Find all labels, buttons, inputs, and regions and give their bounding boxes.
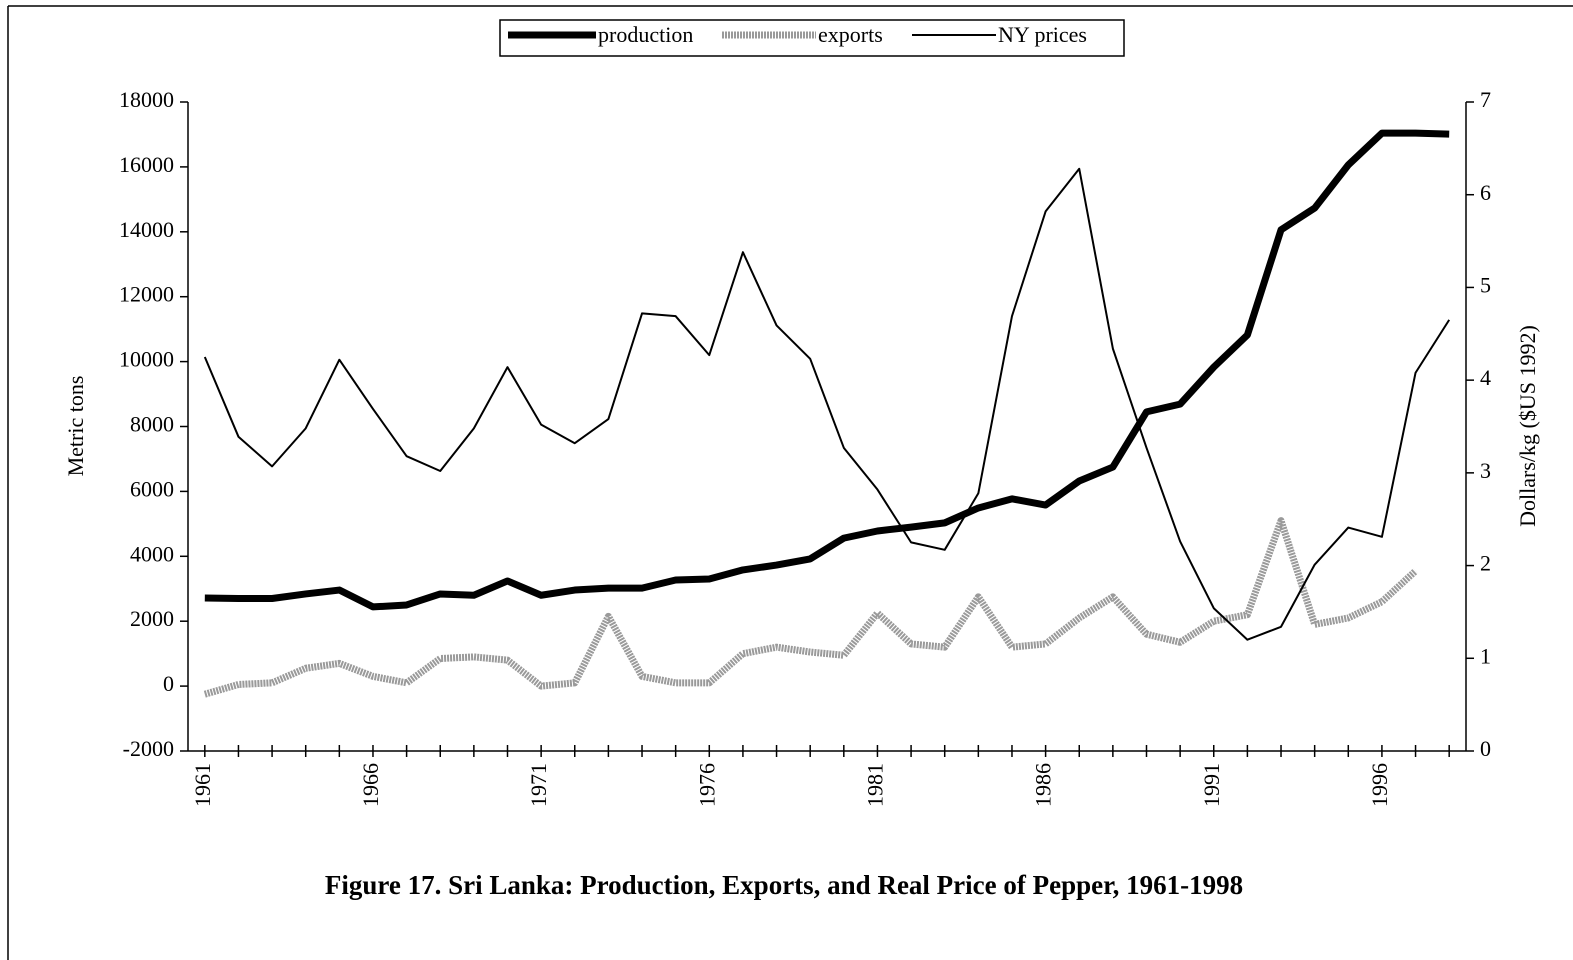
x-tick-label: 1991 [1199,763,1224,807]
y2-axis-label: Dollars/kg ($US 1992) [1515,325,1540,527]
legend-box [499,19,1125,57]
y-tick-label: 14000 [119,217,174,242]
y2-tick-label: 1 [1480,643,1491,668]
y-tick-label: 10000 [119,347,174,372]
y-tick-label: 4000 [130,541,174,566]
series-line [203,167,1451,641]
y2-tick-label: 0 [1480,736,1491,761]
x-tick-label: 1976 [694,763,719,807]
y-tick-label: 0 [163,671,174,696]
y-tick-label: 6000 [130,476,174,501]
y2-tick-label: 7 [1480,87,1491,112]
series-line [204,129,1450,611]
y2-tick-label: 2 [1480,551,1491,576]
y-axis-label: Metric tons [63,376,88,477]
series-line [203,517,1418,698]
y2-tick-label: 3 [1480,458,1491,483]
x-tick-label: 1986 [1031,763,1056,807]
y-tick-label: 8000 [130,412,174,437]
y-tick-label: 2000 [130,606,174,631]
y-tick-label: -2000 [123,736,174,761]
y2-tick-label: 6 [1480,180,1491,205]
x-tick-label: 1971 [526,763,551,807]
legend-label: production [598,22,693,47]
y-tick-label: 16000 [119,152,174,177]
legend-label: exports [818,22,883,47]
y2-tick-label: 4 [1480,365,1491,390]
legend-label: NY prices [998,22,1087,47]
x-tick-label: 1981 [862,763,887,807]
chart-title: Figure 17. Sri Lanka: Production, Export… [325,870,1243,900]
x-tick-label: 1966 [358,763,383,807]
y2-tick-label: 5 [1480,272,1491,297]
y-tick-label: 18000 [119,87,174,112]
x-tick-label: 1961 [190,763,215,807]
y-tick-label: 12000 [119,282,174,307]
x-tick-label: 1996 [1367,763,1392,807]
